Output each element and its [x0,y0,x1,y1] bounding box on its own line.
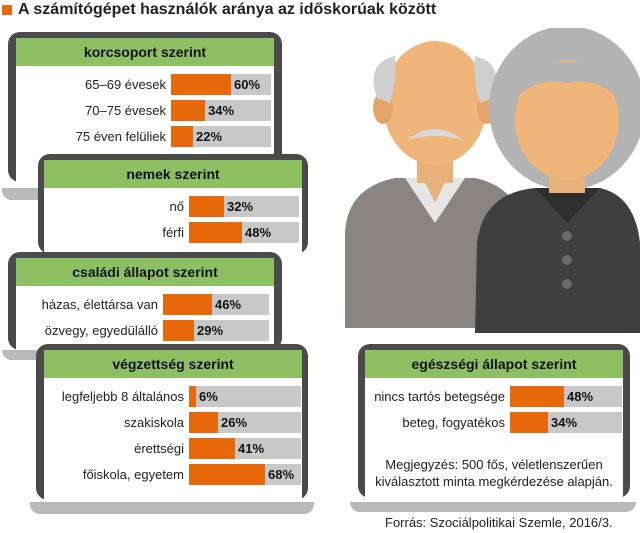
bar-track: 6% [189,386,301,407]
chart-title: korcsoport szerint [16,38,274,66]
bar-track: 68% [189,464,301,485]
value-label: 26% [221,415,248,430]
value-label: 68% [268,467,295,482]
chart-panel: egészségi állapot szerint nincs tartós b… [365,350,623,498]
bar [510,412,548,433]
chart-title: egészségi állapot szerint [365,350,623,378]
bar [189,196,224,217]
chart-title: nemek szerint [44,160,302,188]
bar-row: főiskola, egyetem 68% [44,463,302,486]
bar-row: 65–69 évesek 60% [16,73,274,96]
category-label: érettségi [134,441,184,456]
value-label: 48% [245,225,272,240]
category-label: nincs tartós betegsége [374,389,505,404]
bar-track: 41% [189,438,301,459]
bar-row: érettségi 41% [44,437,302,460]
value-label: 22% [196,129,223,144]
bar-track: 22% [171,126,271,147]
value-label: 6% [199,389,218,404]
value-label: 32% [227,199,254,214]
bar-track: 48% [510,386,622,407]
category-label: 75 éven felüliek [75,129,166,144]
bar [163,294,212,315]
bar [189,464,265,485]
bar-row: nő 32% [44,195,302,218]
bar-track: 34% [510,412,622,433]
bar-row: 70–75 évesek 34% [16,99,274,122]
bar [189,222,242,243]
bar-track: 34% [171,100,271,121]
category-label: főiskola, egyetem [82,467,184,482]
woman-body [475,188,640,333]
category-label: házas, élettársa van [41,297,158,312]
title-text: A számítógépet használók aránya az idősk… [18,1,437,18]
elderly-couple-illustration [345,28,640,333]
category-label: 70–75 évesek [85,103,166,118]
chart-title: családi állapot szerint [16,258,274,286]
bar-track: 26% [189,412,301,433]
category-label: beteg, fogyatékos [402,415,505,430]
chart-title: végzettség szerint [44,350,302,378]
bar-row: házas, élettársa van 46% [16,293,274,316]
bar [171,126,193,147]
bar-track: 60% [171,74,271,95]
category-label: legfeljebb 8 általános [61,389,184,404]
value-label: 48% [567,389,594,404]
bar-row: 75 éven felüliek 22% [16,125,274,148]
chart-panel: végzettség szerint legfeljebb 8 általáno… [44,350,302,500]
category-label: férfi [162,225,184,240]
chart-panel: nemek szerint nő 32% férfi 48% [44,160,302,254]
bar [510,386,564,407]
category-label: 65–69 évesek [85,77,166,92]
bar-track: 46% [163,294,269,315]
bar-row: nincs tartós betegsége 48% [365,385,623,408]
man-mustache [407,129,463,140]
woman-head [515,60,619,180]
laptop-base [350,502,636,512]
bar [189,386,196,407]
bar [189,438,235,459]
chart-panel: családi állapot szerint házas, élettársa… [16,258,274,350]
bar-row: szakiskola 26% [44,411,302,434]
bar-row: férfi 48% [44,221,302,244]
value-label: 34% [551,415,578,430]
bar [189,412,218,433]
bar [163,320,194,341]
laptop-base [30,502,314,514]
bar-row: özvegy, egyedülálló 29% [16,319,274,342]
category-label: nő [169,199,184,214]
bar [171,74,231,95]
footnote: Megjegyzés: 500 fős, véletlenszerűen kiv… [375,457,613,489]
man-hair-left [373,56,396,103]
bar [171,100,205,121]
category-label: özvegy, egyedülálló [44,323,158,338]
value-label: 29% [197,323,224,338]
source-line: Forrás: Szociálpolitikai Szemle, 2016/3. [385,515,613,530]
man-head [383,41,487,165]
value-label: 46% [215,297,242,312]
value-label: 41% [238,441,265,456]
title-marker [2,5,12,15]
bar-track: 32% [189,196,299,217]
category-label: szakiskola [124,415,184,430]
bar-row: beteg, fogyatékos 34% [365,411,623,434]
bar-track: 48% [189,222,299,243]
bar-row: legfeljebb 8 általános 6% [44,385,302,408]
value-label: 60% [234,77,261,92]
page-title: A számítógépet használók aránya az idősk… [2,1,436,19]
bar-track: 29% [163,320,269,341]
value-label: 34% [208,103,235,118]
